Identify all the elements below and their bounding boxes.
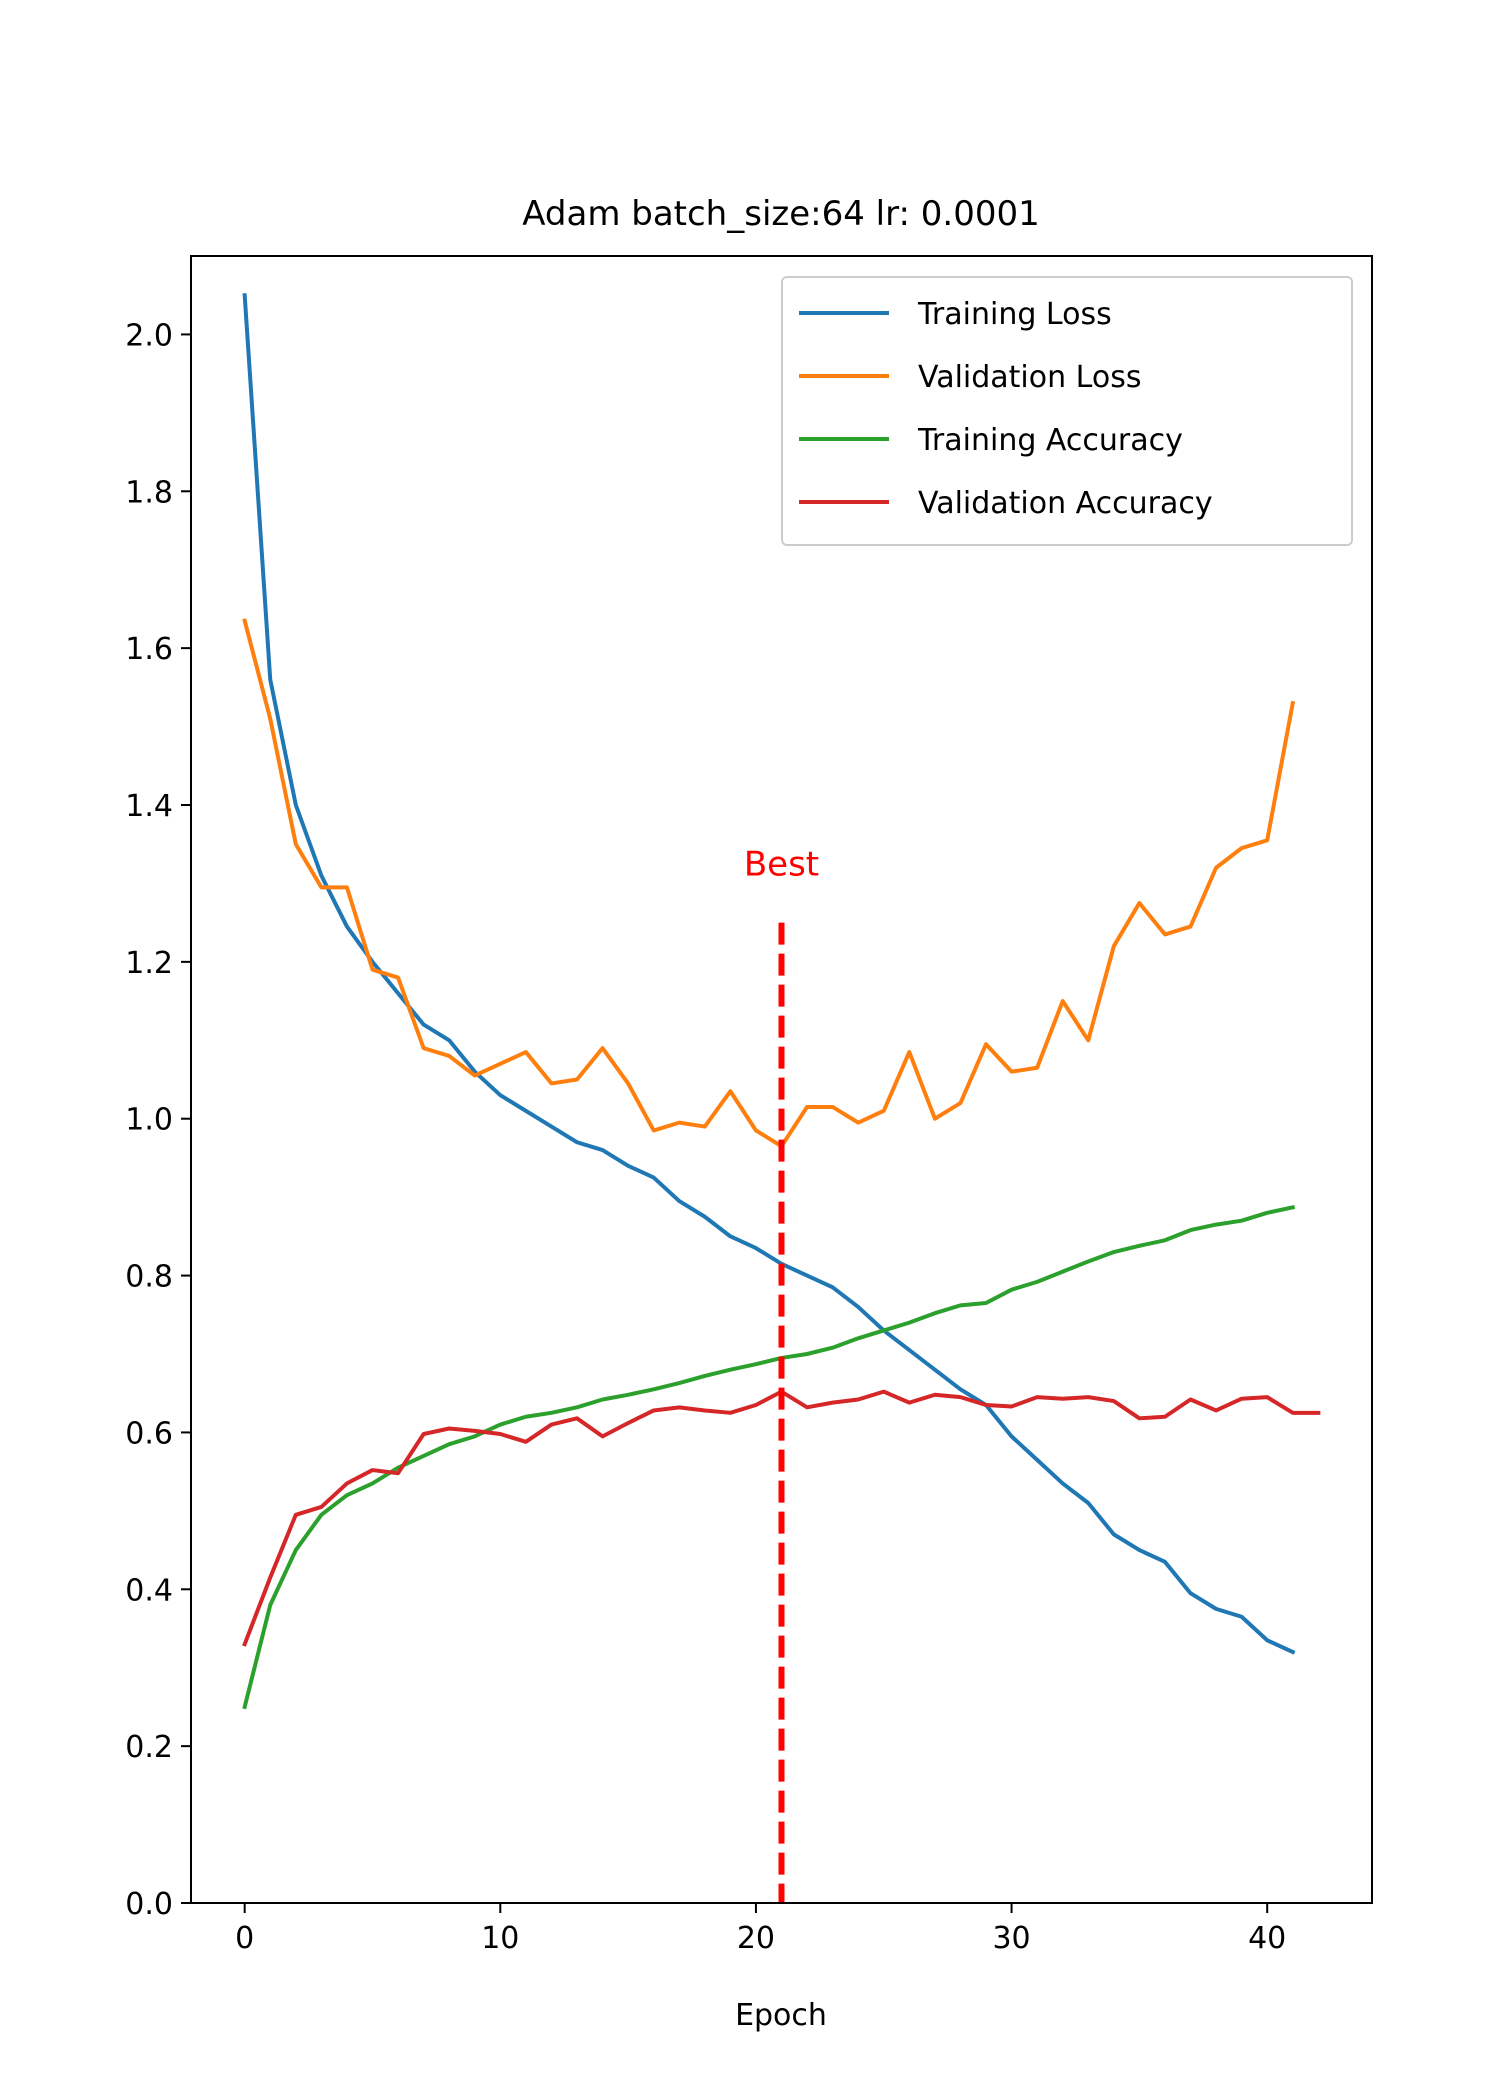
legend: Training Loss Validation Loss Training Acc…: [781, 276, 1353, 546]
plot-area: Best: [190, 255, 1373, 1904]
y-tick-label: 0.2: [125, 1730, 173, 1765]
series-line-training-accuracy: [242, 1204, 1296, 1710]
y-tick-label: 1.4: [125, 789, 173, 824]
y-tick-label: 1.6: [125, 632, 173, 667]
y-tick-label: 0.4: [125, 1573, 173, 1608]
y-tick-label: 0.6: [125, 1416, 173, 1451]
chart-title: Adam batch_size:64 lr: 0.0001: [522, 194, 1040, 234]
y-tick-label: 0.0: [125, 1887, 173, 1922]
x-tick-label: 30: [992, 1921, 1030, 1956]
x-tick-label: 20: [737, 1921, 775, 1956]
x-tick-label: 40: [1248, 1921, 1286, 1956]
x-axis: 0 10 20 30 40: [235, 1903, 1286, 1956]
series-line-validation-loss: [242, 618, 1296, 1149]
best-annotation-label: Best: [744, 845, 819, 885]
x-tick-label: 0: [235, 1921, 254, 1956]
y-tick-label: 1.8: [125, 475, 173, 510]
legend-box: [781, 276, 1353, 546]
x-tick-label: 10: [481, 1921, 519, 1956]
y-tick-label: 2.0: [125, 318, 173, 353]
series-line-training-loss: [242, 293, 1296, 1655]
y-tick-label: 1.2: [125, 946, 173, 981]
legend-label: Validation Accuracy: [918, 486, 1213, 521]
legend-label: Training Loss: [917, 297, 1112, 332]
legend-label: Validation Loss: [918, 360, 1141, 395]
plot-frame: [190, 255, 1373, 1904]
y-tick-label: 1.0: [125, 1103, 173, 1138]
y-tick-label: 0.8: [125, 1260, 173, 1295]
x-axis-label: Epoch: [735, 1998, 827, 2033]
y-axis: 0.0 0.2 0.4 0.6 0.8 1.0 1.2 1.4 1.6 1.8 2.0: [125, 318, 191, 1922]
legend-label: Training Accuracy: [917, 423, 1183, 458]
